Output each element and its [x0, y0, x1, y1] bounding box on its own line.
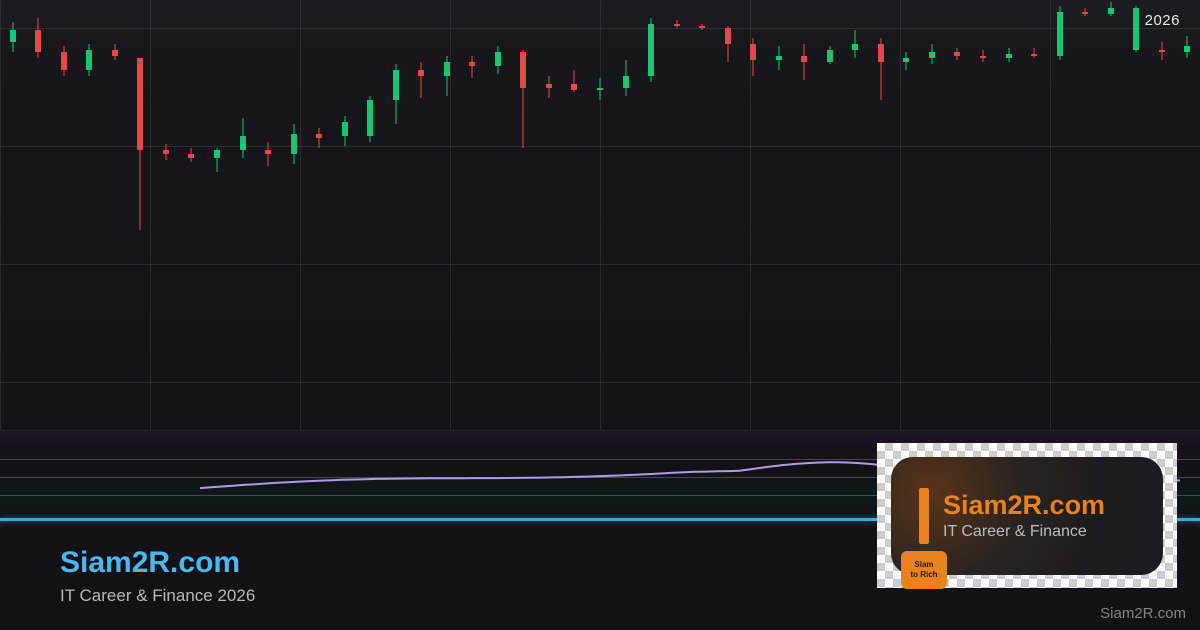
candlestick-chart-app: 2026 Siam2R.com IT Career & Finance 2026…: [0, 0, 1200, 630]
candle-wick[interactable]: [268, 142, 269, 166]
logo-text-group: Siam2R.com IT Career & Finance: [943, 490, 1105, 541]
candle-body[interactable]: [903, 58, 909, 62]
candle-body[interactable]: [214, 150, 220, 158]
candle-wick[interactable]: [421, 62, 422, 98]
candle-body[interactable]: [35, 30, 41, 52]
candle-body[interactable]: [291, 134, 297, 154]
candle-body[interactable]: [1108, 8, 1114, 14]
candle-body[interactable]: [418, 70, 424, 76]
candle-body[interactable]: [444, 62, 450, 76]
candle-body[interactable]: [265, 150, 271, 154]
candle-body[interactable]: [980, 56, 986, 58]
candle-body[interactable]: [623, 76, 629, 88]
corner-watermark-text: Siam2R.com: [1100, 605, 1186, 622]
logo-accent-bar: [919, 488, 929, 544]
candlestick-series[interactable]: [0, 0, 1200, 430]
candle-body[interactable]: [495, 52, 501, 66]
candle-wick[interactable]: [1034, 48, 1035, 58]
candle-body[interactable]: [1031, 54, 1037, 56]
candle-body[interactable]: [1184, 46, 1190, 52]
candle-body[interactable]: [1057, 12, 1063, 56]
candle-body[interactable]: [648, 24, 654, 76]
candle-body[interactable]: [546, 84, 552, 88]
candle-body[interactable]: [878, 44, 884, 62]
candle-body[interactable]: [240, 136, 246, 150]
brand-subtitle-text: IT Career & Finance 2026: [60, 586, 255, 606]
candle-body[interactable]: [801, 56, 807, 62]
candle-body[interactable]: [316, 134, 322, 138]
logo-small-badge: Siam to Rich: [901, 551, 947, 589]
candle-body[interactable]: [342, 122, 348, 136]
candle-wick[interactable]: [319, 128, 320, 148]
brand-title-text: Siam2R.com: [60, 548, 255, 578]
candle-body[interactable]: [827, 50, 833, 62]
candle-body[interactable]: [393, 70, 399, 100]
candle-wick[interactable]: [472, 56, 473, 78]
candle-body[interactable]: [852, 44, 858, 50]
candle-body[interactable]: [776, 56, 782, 60]
chart-panel: 2026: [0, 0, 1200, 430]
logo-watermark-image: Siam2R.com IT Career & Finance Siam to Ri…: [877, 443, 1177, 588]
candle-body[interactable]: [597, 88, 603, 90]
candle-body[interactable]: [929, 52, 935, 58]
candle-body[interactable]: [1082, 12, 1088, 14]
candle-body[interactable]: [750, 44, 756, 60]
candle-body[interactable]: [1133, 8, 1139, 50]
logo-title-text: Siam2R.com: [943, 490, 1105, 521]
candle-body[interactable]: [469, 62, 475, 66]
candle-body[interactable]: [86, 50, 92, 70]
candle-body[interactable]: [112, 50, 118, 56]
candle-body[interactable]: [674, 24, 680, 26]
candle-body[interactable]: [520, 52, 526, 88]
logo-subtitle-text: IT Career & Finance: [943, 523, 1105, 541]
branding-block: Siam2R.com IT Career & Finance 2026: [60, 548, 255, 606]
candle-body[interactable]: [61, 52, 67, 70]
candle-body[interactable]: [188, 154, 194, 158]
candle-body[interactable]: [954, 52, 960, 56]
candle-body[interactable]: [163, 150, 169, 154]
candle-body[interactable]: [699, 26, 705, 28]
candle-body[interactable]: [725, 28, 731, 44]
candle-body[interactable]: [137, 58, 143, 150]
candle-body[interactable]: [1159, 50, 1165, 52]
candle-body[interactable]: [1006, 54, 1012, 58]
candle-body[interactable]: [367, 100, 373, 136]
candle-body[interactable]: [571, 84, 577, 90]
candle-body[interactable]: [10, 30, 16, 42]
candle-wick[interactable]: [804, 44, 805, 80]
logo-pill-badge: Siam2R.com IT Career & Finance Siam to Ri…: [891, 457, 1163, 575]
